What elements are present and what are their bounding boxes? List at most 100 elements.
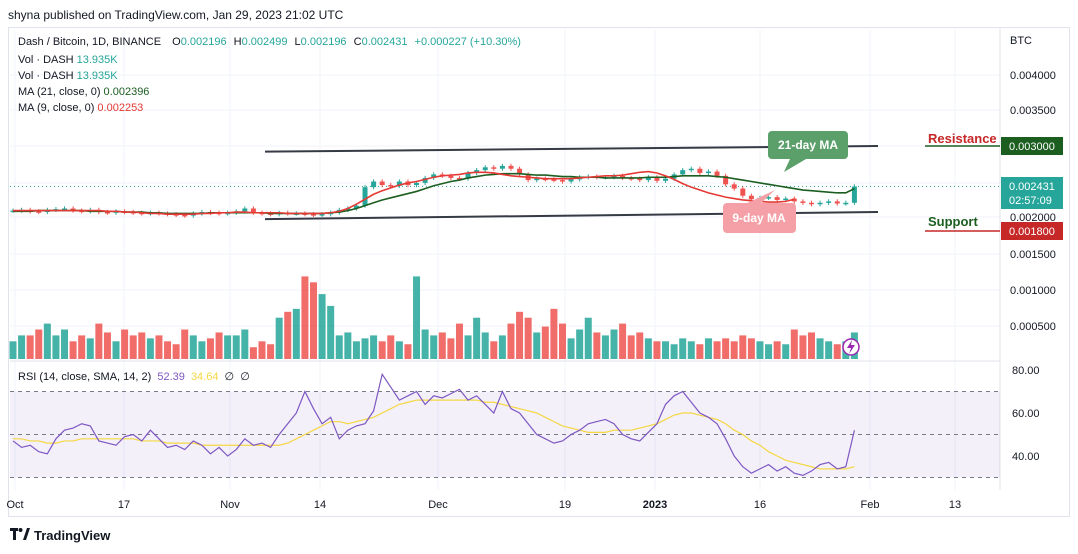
volume-bar: [619, 323, 627, 359]
ohlc-high-label: H: [233, 36, 242, 48]
candle-body: [70, 208, 76, 211]
volume-bar: [9, 341, 17, 359]
volume-bar: [224, 335, 232, 359]
y-tick-label: 0.001500: [1010, 249, 1056, 261]
volume-bar: [584, 317, 592, 359]
y-tick-label: 0.001000: [1010, 285, 1056, 297]
volume-bar: [644, 338, 652, 359]
symbol-name: Dash / Bitcoin, 1D, BINANCE: [18, 36, 162, 48]
volume-bar: [249, 347, 257, 359]
candle-body: [688, 168, 694, 171]
ohlc-low: 0.002196: [300, 36, 347, 48]
ohlc-low-label: L: [294, 36, 301, 48]
candle-body: [740, 188, 746, 196]
rsi-tick-label: 40.00: [1012, 451, 1040, 463]
x-tick-label: 13: [949, 499, 961, 511]
candle-body: [645, 177, 651, 181]
indicator-vol-2[interactable]: Vol · DASH 13.935K: [18, 70, 118, 82]
candle-body: [559, 180, 565, 182]
candle-body: [431, 174, 437, 178]
volume-bar: [782, 344, 790, 359]
indicator-ma9[interactable]: MA (9, close, 0) 0.002253: [18, 102, 143, 114]
rsi-extra-1: ∅: [224, 371, 235, 383]
candle-body: [663, 178, 669, 181]
x-tick-label: 16: [754, 499, 766, 511]
candle-body: [250, 208, 256, 213]
indicator-ma21[interactable]: MA (21, close, 0) 0.002396: [18, 86, 149, 98]
candle-body: [319, 214, 325, 216]
rsi-label: RSI (14, close, SMA, 14, 2): [18, 371, 152, 383]
candle-body: [637, 178, 643, 181]
volume-bar: [215, 332, 223, 359]
volume-bar: [112, 341, 120, 359]
volume-bar: [833, 344, 841, 359]
resistance-price-tag: 0.003000: [1009, 141, 1055, 153]
resistance-price-tag-bg: [1001, 137, 1063, 155]
candle-body: [362, 187, 368, 206]
volume-bar: [241, 329, 249, 359]
volume-bar: [490, 341, 498, 359]
candle-body: [465, 172, 471, 179]
candle-body: [731, 184, 737, 189]
volume-bar: [284, 311, 292, 359]
ohlc-close: 0.002431: [361, 36, 408, 48]
publisher-line: shyna published on TradingView.com, Jan …: [8, 8, 344, 22]
volume-bar: [378, 341, 386, 359]
candle-body: [104, 212, 110, 214]
volume-bar: [558, 323, 566, 359]
x-tick-label: 2023: [643, 499, 667, 511]
volume-bar: [825, 341, 833, 359]
candle-body: [414, 182, 420, 186]
candle-body: [766, 197, 772, 199]
volume-bar: [696, 344, 704, 359]
ohlc-open-label: O: [172, 36, 181, 48]
x-tick-label: 14: [314, 499, 326, 511]
volume-bar: [43, 323, 51, 359]
volume-bar: [370, 335, 378, 359]
x-tick-label: Feb: [861, 499, 880, 511]
volume-bar: [155, 335, 163, 359]
volume-bar: [730, 341, 738, 359]
volume-bar: [747, 338, 755, 359]
volume-bar: [172, 344, 180, 359]
tradingview-logo[interactable]: TradingView: [10, 528, 110, 543]
indicator-vol-1[interactable]: Vol · DASH 13.935K: [18, 54, 118, 66]
candle-body: [826, 201, 832, 203]
volume-bar: [387, 335, 395, 359]
volume-bar: [206, 338, 214, 359]
candle-body: [705, 171, 711, 174]
countdown-tag: 02:57:09: [1009, 195, 1052, 207]
candle-body: [388, 185, 394, 187]
rsi-legend[interactable]: RSI (14, close, SMA, 14, 2) 52.39 34.64 …: [18, 370, 250, 383]
ma21-callout-box: [768, 131, 848, 159]
indicator-value: 0.002396: [103, 86, 150, 98]
volume-bar: [541, 326, 549, 359]
ohlc-open: 0.002196: [180, 36, 227, 48]
axis-currency: BTC: [1010, 35, 1032, 47]
volume-bar: [662, 341, 670, 359]
ma9-line: [13, 170, 795, 215]
ohlc-high: 0.002499: [241, 36, 288, 48]
support-label: Support: [928, 214, 978, 229]
volume-bar: [232, 335, 240, 359]
volume-bar: [318, 294, 326, 359]
candle-body: [620, 175, 626, 178]
y-tick-label: 0.000500: [1010, 321, 1056, 333]
volume-bar: [352, 341, 360, 359]
ma9-callout-label: 9-day MA: [732, 211, 786, 225]
volume-bar: [292, 308, 300, 359]
symbol-legend: Dash / Bitcoin, 1D, BINANCE O0.002196 H0…: [18, 36, 521, 48]
volume-bar: [687, 341, 695, 359]
candle-body: [36, 211, 42, 213]
x-tick-label: 19: [559, 499, 571, 511]
support-price-tag-bg: [1001, 222, 1063, 240]
volume-bar: [516, 311, 524, 359]
candle-body: [379, 181, 385, 186]
ma9-callout-box: [723, 203, 796, 233]
rsi-sma-line: [13, 399, 855, 470]
candle-body: [680, 170, 686, 175]
candle-body: [654, 177, 660, 181]
candle-body: [311, 214, 317, 216]
indicator-value: 13.935K: [76, 70, 118, 82]
